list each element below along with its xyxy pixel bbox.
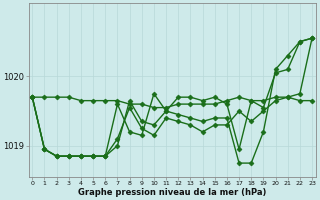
X-axis label: Graphe pression niveau de la mer (hPa): Graphe pression niveau de la mer (hPa) — [78, 188, 266, 197]
